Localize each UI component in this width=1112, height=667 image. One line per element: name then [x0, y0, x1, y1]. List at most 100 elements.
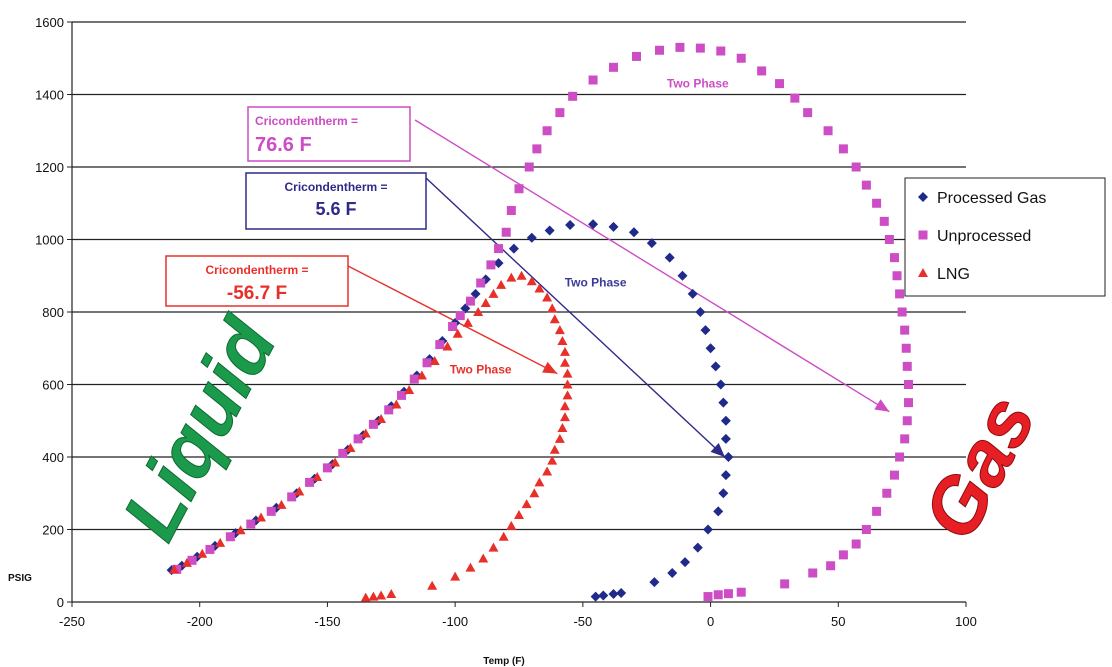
lng-point: [521, 499, 532, 509]
unprocessed-point: [838, 550, 848, 560]
processed-gas-point: [720, 433, 731, 444]
unprocessed-point: [803, 108, 813, 118]
lng-point: [534, 283, 545, 293]
processed-gas-point: [590, 591, 601, 602]
processed-gas-point: [700, 325, 711, 336]
lng-point: [557, 423, 568, 432]
two-phase-label: Two Phase: [450, 363, 512, 377]
callout-arrow-line: [414, 119, 890, 413]
lng-point: [559, 412, 570, 422]
unprocessed-point: [448, 322, 458, 331]
processed-gas-point: [720, 415, 731, 426]
processed-gas-point: [718, 488, 729, 499]
lng-point: [516, 270, 527, 280]
unprocessed-point: [904, 398, 914, 408]
lng-point: [549, 314, 560, 324]
y-tick-label: 1400: [35, 88, 64, 103]
processed-gas-point: [718, 397, 729, 408]
unprocessed-point: [826, 561, 836, 571]
callout-line-1: Cricondentherm =: [255, 114, 358, 128]
unprocessed-point: [465, 296, 475, 306]
unprocessed-point: [872, 198, 882, 208]
processed-gas-point: [616, 587, 627, 598]
lng-point: [559, 401, 570, 411]
lng-point: [526, 276, 537, 286]
processed-gas-point: [695, 307, 706, 317]
unprocessed-point: [861, 180, 871, 190]
gridlines: [72, 21, 966, 531]
y-tick-label: 1600: [35, 15, 64, 30]
callout-box: [247, 106, 411, 162]
x-axis-title: Temp (F): [483, 656, 524, 667]
lng-point: [376, 413, 387, 423]
unprocessed-point: [609, 62, 619, 72]
unprocessed-point: [322, 463, 332, 473]
processed-gas-point: [703, 524, 714, 535]
two-phase-labels: Two Phase Two Phase Two Phase: [450, 76, 729, 376]
unprocessed-point: [897, 307, 907, 317]
y-tick-label: 0: [57, 595, 64, 610]
lng-point: [235, 525, 246, 535]
unprocessed-point: [305, 477, 315, 487]
unprocessed-point: [205, 544, 215, 554]
unprocessed-point: [555, 108, 565, 118]
lng-point: [542, 466, 553, 476]
callout-arrowhead: [542, 361, 558, 374]
lng-point: [197, 548, 208, 558]
x-tick-label: -50: [573, 614, 592, 629]
unprocessed-point: [532, 144, 542, 154]
unprocessed-point: [889, 470, 899, 480]
processed-gas-point: [723, 452, 734, 462]
x-tick-label: -200: [187, 614, 213, 629]
lng-point: [559, 346, 570, 356]
unprocessed-point: [736, 53, 746, 63]
lng-point: [506, 520, 517, 530]
legend: Processed Gas Unprocessed LNG: [904, 177, 1106, 297]
lng-point: [496, 279, 507, 289]
y-axis-title: PSIG: [8, 573, 32, 584]
lng-point: [360, 428, 371, 438]
unprocessed-point: [225, 532, 235, 542]
processed-gas-point: [628, 227, 639, 238]
processed-gas-point: [713, 506, 724, 517]
callout-arrow-line: [347, 265, 558, 375]
lng-point: [181, 557, 192, 567]
processed-gas-point: [705, 343, 716, 354]
unprocessed-point: [631, 51, 641, 61]
y-tick-label: 800: [42, 305, 64, 320]
unprocessed-point: [900, 325, 910, 335]
x-tick-label: -100: [442, 614, 468, 629]
legend-marker-unprocessed: [918, 230, 928, 240]
lng-point: [480, 297, 491, 307]
processed-gas-point: [692, 542, 703, 553]
unprocessed-point: [895, 289, 905, 299]
unprocessed-point: [900, 434, 910, 444]
lng-point: [554, 325, 565, 335]
callout-arrowhead: [874, 399, 890, 412]
liquid-region-label: Liquid: [105, 304, 293, 553]
lng-point: [559, 357, 570, 367]
unprocessed-point: [790, 93, 800, 103]
processed-gas-point: [664, 252, 675, 263]
unprocessed-point: [506, 206, 516, 215]
unprocessed-point: [486, 260, 496, 270]
unprocessed-point: [902, 361, 912, 371]
callout-line-1: Cricondentherm =: [205, 263, 308, 277]
legend-label-unprocessed: Unprocessed: [937, 228, 1031, 245]
unprocessed-point: [476, 278, 486, 288]
unprocessed-point: [780, 579, 790, 589]
unprocessed-point: [851, 162, 861, 172]
unprocessed-point: [872, 506, 882, 516]
lng-point: [404, 384, 415, 394]
unprocessed-point: [736, 587, 746, 597]
lng-point: [386, 589, 397, 599]
unprocessed-point: [861, 525, 871, 534]
unprocessed-point: [904, 380, 914, 389]
unprocessed-point: [823, 126, 833, 136]
processed-gas-point: [544, 225, 555, 236]
callout-box: [165, 255, 349, 307]
unprocessed-point: [338, 448, 348, 458]
unprocessed-point: [901, 343, 911, 353]
